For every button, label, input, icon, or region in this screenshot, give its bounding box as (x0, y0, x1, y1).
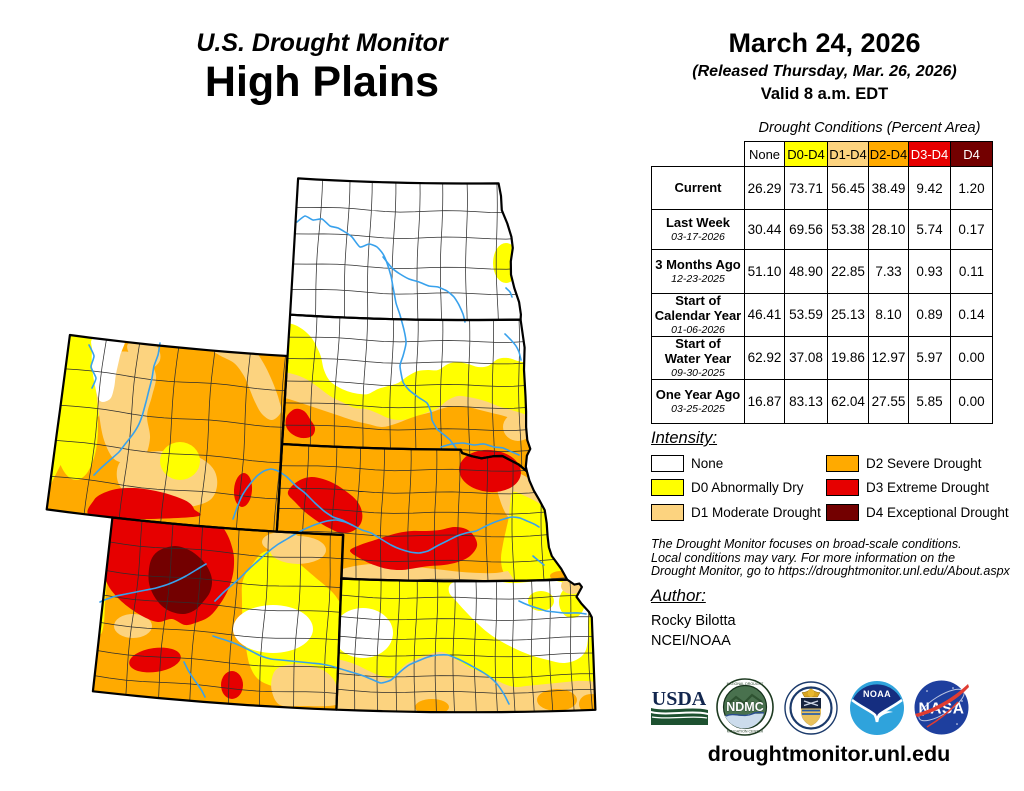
svg-text:NOAA: NOAA (863, 689, 891, 699)
svg-text:USDA: USDA (652, 688, 707, 710)
svg-text:NATIONAL DROUGHT: NATIONAL DROUGHT (727, 682, 765, 686)
svg-text:MITIGATION CENTER: MITIGATION CENTER (727, 729, 764, 733)
svg-text:NDMC: NDMC (726, 700, 764, 714)
svg-text:NASA: NASA (919, 701, 965, 718)
